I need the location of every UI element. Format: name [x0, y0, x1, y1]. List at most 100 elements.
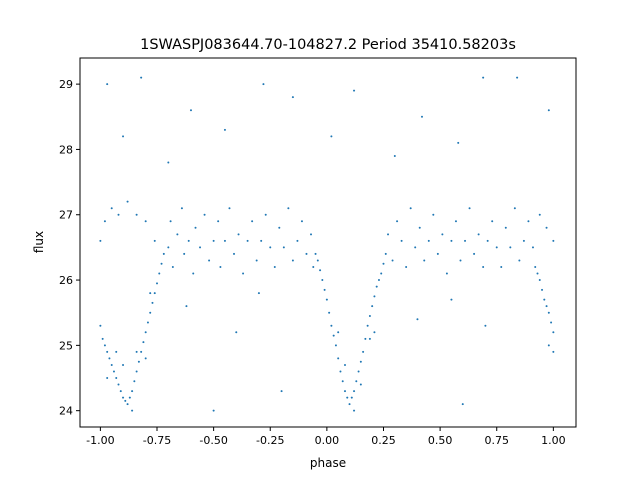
data-point	[396, 220, 399, 223]
data-point	[144, 220, 147, 223]
data-point	[162, 252, 165, 255]
data-point	[171, 265, 174, 268]
data-point	[534, 265, 537, 268]
data-point	[473, 252, 476, 255]
data-point	[110, 363, 113, 366]
data-point	[310, 233, 313, 236]
data-point	[541, 288, 544, 291]
x-tick-label: -0.75	[143, 434, 171, 447]
data-point	[359, 383, 362, 386]
data-point	[278, 226, 281, 229]
data-point	[387, 233, 390, 236]
data-point	[144, 357, 147, 360]
data-point	[552, 331, 555, 334]
data-point	[151, 301, 154, 304]
data-point	[500, 265, 503, 268]
data-point	[373, 331, 376, 334]
data-point	[368, 314, 371, 317]
data-point	[477, 233, 480, 236]
data-point	[237, 233, 240, 236]
y-tick-label: 28	[59, 143, 73, 156]
y-tick-label: 24	[59, 405, 73, 418]
data-point	[99, 324, 102, 327]
data-point	[282, 246, 285, 249]
data-point	[126, 403, 129, 406]
data-point	[228, 207, 231, 210]
data-point	[368, 337, 371, 340]
data-point	[183, 252, 186, 255]
data-point	[364, 337, 367, 340]
data-point	[509, 246, 512, 249]
x-tick-label: 0.25	[371, 434, 396, 447]
data-point	[427, 239, 430, 242]
data-point	[341, 380, 344, 383]
x-tick-label: -0.50	[199, 434, 227, 447]
data-point	[538, 213, 541, 216]
data-point	[135, 370, 138, 373]
data-point	[543, 298, 546, 301]
data-point	[156, 282, 159, 285]
y-tick-label: 29	[59, 78, 73, 91]
data-point	[103, 220, 106, 223]
data-point	[110, 207, 113, 210]
data-point	[122, 135, 125, 138]
data-point	[115, 377, 118, 380]
data-point	[187, 239, 190, 242]
data-point	[405, 265, 408, 268]
data-point	[128, 396, 131, 399]
data-point	[305, 252, 308, 255]
data-point	[366, 324, 369, 327]
data-point	[527, 220, 530, 223]
data-point	[194, 226, 197, 229]
data-point	[153, 292, 156, 295]
data-point	[176, 233, 179, 236]
data-point	[355, 380, 358, 383]
data-point	[142, 341, 145, 344]
data-point	[391, 259, 394, 262]
data-point	[353, 390, 356, 393]
data-point	[362, 350, 365, 353]
data-point	[146, 321, 149, 324]
data-point	[260, 239, 263, 242]
data-point	[122, 363, 125, 366]
data-point	[359, 360, 362, 363]
data-point	[353, 89, 356, 92]
data-point	[124, 399, 127, 402]
data-point	[393, 154, 396, 157]
data-point	[262, 83, 265, 86]
data-point	[212, 239, 215, 242]
data-point	[135, 213, 138, 216]
data-point	[169, 220, 172, 223]
y-tick-label: 27	[59, 209, 73, 222]
data-point	[189, 109, 192, 112]
data-point	[416, 318, 419, 321]
data-point	[468, 207, 471, 210]
data-point	[319, 269, 322, 272]
data-point	[414, 246, 417, 249]
data-point	[518, 259, 521, 262]
data-point	[350, 396, 353, 399]
data-point	[233, 252, 236, 255]
data-point	[495, 246, 498, 249]
data-point	[296, 239, 299, 242]
data-point	[547, 311, 550, 314]
data-point	[119, 390, 122, 393]
data-point	[531, 246, 534, 249]
data-point	[545, 305, 548, 308]
data-point	[461, 403, 464, 406]
data-point	[504, 226, 507, 229]
x-tick-label: 0.00	[315, 434, 340, 447]
data-point	[185, 305, 188, 308]
data-point	[400, 239, 403, 242]
data-point	[353, 409, 356, 412]
data-point	[131, 409, 134, 412]
data-point	[547, 344, 550, 347]
data-point	[457, 141, 460, 144]
data-point	[316, 259, 319, 262]
data-point	[273, 265, 276, 268]
data-point	[482, 265, 485, 268]
data-point	[445, 272, 448, 275]
data-point	[552, 239, 555, 242]
data-point	[380, 272, 383, 275]
data-point	[106, 83, 109, 86]
